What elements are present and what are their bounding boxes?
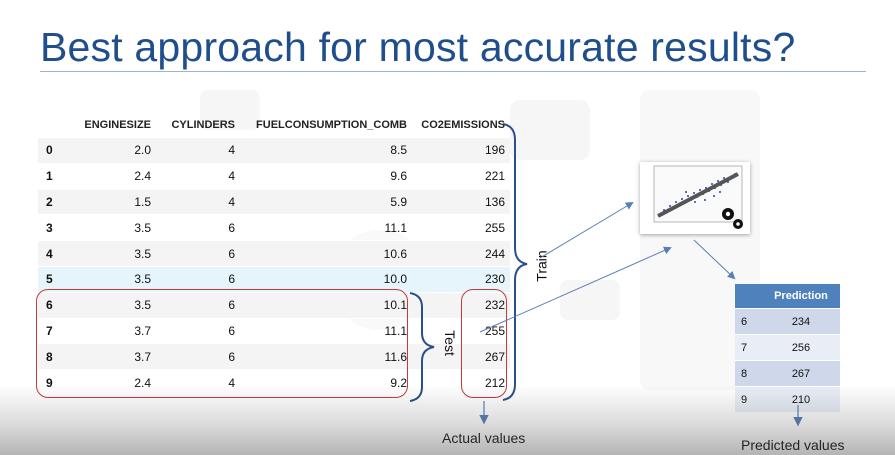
predicted-values-label: Predicted values: [741, 437, 845, 453]
table-cell: 3.5: [70, 214, 156, 242]
row-index: 1: [38, 163, 70, 190]
table-cell: 6: [156, 343, 240, 371]
table-cell: 244: [412, 240, 510, 267]
table-cell: 3.5: [70, 292, 156, 319]
table-cell: 2.4: [70, 163, 156, 190]
table-cell: 8.5: [240, 138, 412, 164]
prediction-row: 6 234: [735, 308, 840, 335]
model-plot-thumbnail: [640, 162, 750, 234]
prediction-value: 210: [762, 386, 840, 412]
prediction-row: 9 210: [735, 386, 840, 412]
prediction-value: 234: [762, 308, 840, 335]
prediction-row: 8 267: [735, 360, 840, 387]
table-cell: 6: [156, 292, 240, 319]
table-row: 0 2.0 4 8.5 196: [38, 138, 510, 164]
table-header-row: ENGINESIZE CYLINDERS FUELCONSUMPTION_COM…: [38, 112, 510, 138]
row-index: 4: [38, 240, 70, 267]
table-cell: 1.5: [70, 189, 156, 216]
table-cell: 6: [156, 266, 240, 293]
actual-values-label: Actual values: [442, 430, 526, 446]
prediction-index: 6: [735, 308, 762, 335]
prediction-index: 8: [735, 360, 762, 387]
table-cell: 5.9: [240, 189, 412, 216]
prediction-value: 256: [762, 334, 840, 361]
table-cell: 255: [412, 214, 510, 242]
row-index: 7: [38, 318, 70, 345]
table-row-highlighted: 5 3.5 6 10.0 230: [38, 266, 510, 293]
table-cell: 10.0: [240, 266, 412, 293]
table-cell: 4: [156, 163, 240, 190]
table-cell: 10.6: [240, 240, 412, 267]
row-index: 8: [38, 343, 70, 371]
table-row: 9 2.4 4 9.2 212: [38, 369, 510, 396]
column-header: CYLINDERS: [171, 119, 235, 131]
table-cell: 3.5: [70, 240, 156, 267]
table-cell: 4: [156, 138, 240, 164]
table-row: 1 2.4 4 9.6 221: [38, 163, 510, 190]
prediction-table: Prediction 6 234 7 256 8 267 9 210: [735, 284, 840, 412]
column-header: CO2EMISSIONS: [421, 119, 505, 131]
table-cell: 221: [412, 163, 510, 190]
table-cell: 10.1: [240, 292, 412, 319]
prediction-header: Prediction: [762, 284, 840, 309]
train-label: Train: [533, 250, 550, 282]
test-label: Test: [441, 330, 458, 356]
prediction-index: 7: [735, 334, 762, 361]
table-cell: 6: [156, 318, 240, 345]
table-cell: 9.6: [240, 163, 412, 190]
table-cell: 6: [156, 214, 240, 242]
table-cell: 4: [156, 189, 240, 216]
table-row: 7 3.7 6 11.1 255: [38, 318, 510, 345]
row-index: 0: [38, 138, 70, 164]
table-cell: 3.7: [70, 318, 156, 345]
row-index: 6: [38, 292, 70, 319]
table-row: 2 1.5 4 5.9 136: [38, 189, 510, 216]
prediction-index: 9: [735, 386, 762, 412]
table-cell: 11.1: [240, 214, 412, 242]
prediction-row: 7 256: [735, 334, 840, 361]
table-cell: 6: [156, 240, 240, 267]
actual-values-outline: [461, 289, 507, 398]
row-index: 3: [38, 214, 70, 242]
table-cell: 3.7: [70, 343, 156, 371]
prediction-header-row: Prediction: [735, 284, 840, 309]
slide-title: Best approach for most accurate results?: [40, 24, 796, 70]
table-row: 3 3.5 6 11.1 255: [38, 214, 510, 242]
column-header: ENGINESIZE: [84, 119, 151, 131]
column-header: [38, 112, 70, 138]
table-cell: 136: [412, 189, 510, 216]
table-cell: 196: [412, 138, 510, 164]
table-cell: 9.2: [240, 369, 412, 396]
test-rows-outline: [36, 289, 408, 398]
table-cell: 11.6: [240, 343, 412, 371]
table-cell: 4: [156, 369, 240, 396]
row-index: 2: [38, 189, 70, 216]
column-header: FUELCONSUMPTION_COMB: [256, 119, 407, 131]
prediction-value: 267: [762, 360, 840, 387]
table-cell: 3.5: [70, 266, 156, 293]
table-cell: 11.1: [240, 318, 412, 345]
dataset-table: ENGINESIZE CYLINDERS FUELCONSUMPTION_COM…: [38, 112, 510, 396]
table-cell: 2.4: [70, 369, 156, 396]
title-underline: [40, 71, 866, 72]
table-row: 4 3.5 6 10.6 244: [38, 240, 510, 267]
row-index: 5: [38, 266, 70, 293]
scatter-plot-icon: [653, 165, 743, 229]
table-cell: 2.0: [70, 138, 156, 164]
